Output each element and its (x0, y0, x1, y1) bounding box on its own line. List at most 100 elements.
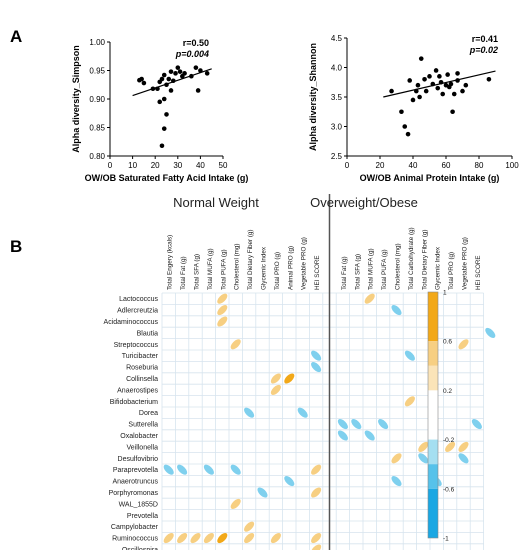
data-point (423, 88, 429, 94)
correlation-cell (217, 533, 228, 544)
column-label: Total MUFA (g) (368, 248, 375, 290)
row-label: Desulfovibrio (118, 456, 159, 463)
data-point (189, 73, 194, 79)
data-point (405, 131, 411, 137)
y-tick-label: 2.5 (331, 152, 343, 161)
correlation-cell (311, 487, 322, 498)
correlation-cell (404, 396, 415, 407)
row-label: Ruminococcus (112, 536, 158, 543)
data-point (463, 82, 469, 88)
column-label: Cholesterol (mg) (234, 243, 241, 290)
column-label: Total PRO (g) (274, 252, 281, 290)
correlation-cell (284, 476, 295, 487)
x-tick-label: 10 (128, 161, 137, 170)
legend-tick-label: -0.2 (443, 437, 455, 444)
column-label: Cholesterol (mg) (395, 243, 402, 290)
correlation-cell (458, 339, 469, 350)
correlation-cell (230, 339, 241, 350)
correlation-cell (217, 316, 228, 327)
data-point (166, 76, 172, 82)
column-label: Vegetable PRO (g) (301, 237, 308, 290)
row-label: Anaerostipes (117, 387, 158, 394)
y-axis-label: Alpha diversity_Shannon (308, 43, 318, 151)
column-label: Glycemic Index (435, 246, 442, 290)
panel-label-b: B (10, 237, 22, 256)
y-tick-label: 3.0 (331, 123, 343, 132)
x-tick-label: 100 (505, 161, 519, 170)
correlation-cell (177, 464, 188, 475)
x-tick-label: 40 (409, 161, 418, 170)
p-value: p=0.004 (175, 49, 209, 59)
data-point (150, 86, 156, 92)
column-label: Total SFA (g) (354, 254, 361, 290)
x-tick-label: 50 (219, 161, 228, 170)
row-label: Dorea (139, 410, 158, 417)
data-point (193, 65, 199, 70)
correlation-cell (230, 498, 241, 509)
row-label: Roseburia (126, 365, 158, 372)
data-point (410, 97, 416, 103)
data-point (157, 99, 163, 105)
data-point (173, 71, 178, 76)
data-point (204, 71, 210, 76)
data-point (139, 76, 144, 82)
r-value: r=0.41 (472, 34, 498, 44)
correlation-cell (337, 430, 348, 441)
row-label: Veillonella (126, 444, 158, 451)
correlation-cell (257, 487, 268, 498)
data-point (195, 88, 201, 93)
correlation-cell (351, 419, 362, 430)
y-tick-label: 4.5 (331, 34, 343, 43)
x-tick-label: 0 (345, 161, 350, 170)
row-label: Lactococcus (119, 296, 158, 303)
row-label: Porphyromonas (109, 490, 159, 497)
data-point (455, 78, 460, 83)
data-point (164, 82, 169, 88)
x-tick-label: 80 (475, 161, 484, 170)
data-point (460, 88, 465, 94)
data-point (433, 68, 439, 73)
correlation-cell (203, 464, 214, 475)
correlation-cell (297, 407, 308, 418)
correlation-cell (311, 350, 322, 361)
column-label: Total Dietary Fiber (g) (247, 229, 254, 290)
y-tick-label: 0.90 (89, 95, 105, 104)
column-label: Animal PRO (g) (287, 246, 294, 290)
correlation-cell (364, 293, 375, 304)
row-label: Acidaminococcus (104, 319, 159, 326)
data-point (451, 91, 457, 97)
correlation-cell (244, 533, 255, 544)
row-label: WAL_1855D (119, 501, 158, 508)
correlation-cell (485, 327, 496, 338)
group-title-obese: Overweight/Obese (310, 195, 418, 210)
correlation-cell (391, 305, 402, 316)
r-value: r=0.50 (183, 38, 209, 48)
correlation-cell (311, 362, 322, 373)
column-label: Total Dietary Fiber (g) (421, 229, 428, 290)
group-title-normal: Normal Weight (173, 195, 259, 210)
row-label: Streptococcus (114, 342, 159, 349)
x-tick-label: 40 (196, 161, 205, 170)
correlation-cell (284, 373, 295, 384)
y-tick-label: 0.95 (89, 67, 105, 76)
y-tick-label: 1.00 (89, 38, 105, 47)
data-point (161, 72, 167, 78)
column-label: Total PUFA (g) (381, 249, 388, 290)
column-label: Total Carbohydrate (g) (408, 227, 415, 290)
row-label: Sutterella (128, 422, 158, 429)
correlation-cell (458, 441, 469, 452)
row-label: Bifidobacterium (110, 399, 158, 406)
data-point (455, 71, 460, 76)
data-point (175, 65, 181, 70)
legend-color-band (428, 292, 438, 342)
p-value: p=0.02 (469, 45, 498, 55)
data-point (427, 74, 432, 79)
data-point (170, 78, 176, 84)
x-tick-label: 30 (173, 161, 182, 170)
y-tick-label: 0.80 (89, 152, 105, 161)
data-point (182, 71, 187, 76)
y-tick-label: 3.5 (331, 93, 343, 102)
legend-color-band (428, 365, 438, 391)
column-label: HEI SCORE (475, 255, 482, 290)
correlation-cell (418, 453, 429, 464)
